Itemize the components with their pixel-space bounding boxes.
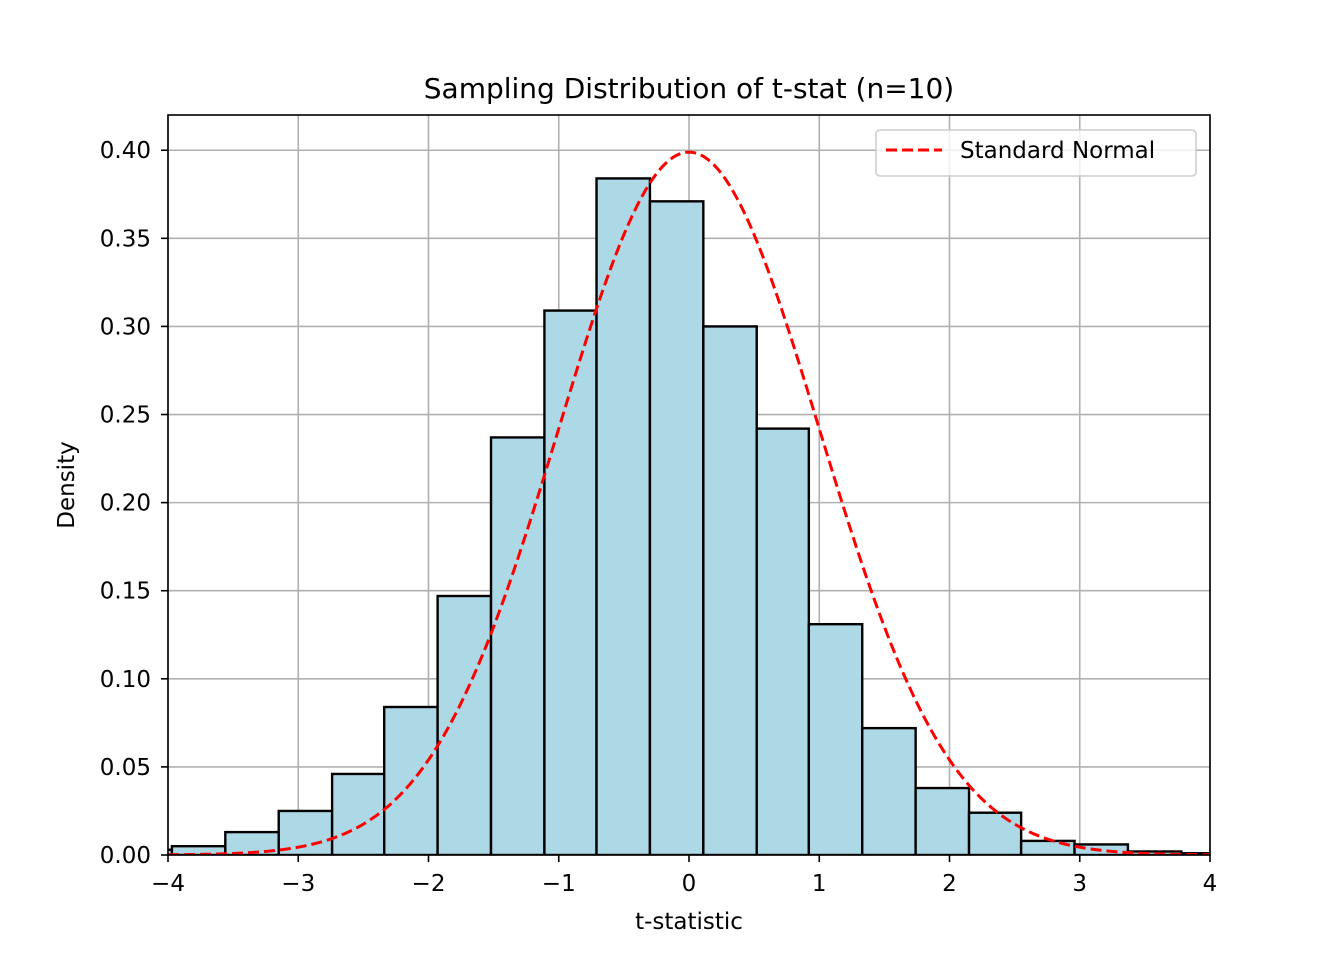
x-tick-label: 2 — [942, 871, 957, 897]
histogram-bar — [914, 786, 971, 855]
legend-label-standard-normal: Standard Normal — [960, 138, 1155, 164]
histogram-bar — [755, 427, 811, 855]
y-tick-label: 0.30 — [100, 314, 151, 340]
histogram-bar — [967, 811, 1023, 855]
legend-box — [875, 129, 1197, 177]
y-tick-label: 0.15 — [100, 579, 151, 605]
y-tick-label: 0.35 — [100, 226, 151, 252]
x-tick-label: −3 — [281, 871, 315, 897]
x-tick-label: −1 — [542, 871, 576, 897]
histogram-bar — [861, 726, 917, 855]
histogram-bar — [648, 200, 705, 855]
histogram-bar — [702, 325, 758, 855]
histogram-bar — [595, 177, 652, 855]
y-tick-label: 0.25 — [100, 403, 151, 429]
x-tick-label: 4 — [1203, 871, 1218, 897]
x-tick-label: −4 — [151, 871, 185, 897]
axis-ticks: −4 −3 −2 −1 0 1 2 3 4 0.00 0.05 0.10 0.15 0.20 0.25 0.3… — [100, 138, 1218, 897]
histogram-bars — [168, 177, 1210, 855]
x-tick-label: 0 — [682, 871, 697, 897]
standard-normal-curve — [168, 150, 1210, 855]
y-tick-label: 0.10 — [100, 667, 151, 693]
y-axis-label: Density — [54, 441, 80, 528]
y-tick-label: 0.05 — [100, 755, 151, 781]
x-tick-label: 3 — [1072, 871, 1087, 897]
y-tick-label: 0.40 — [100, 138, 151, 164]
normal-curve-layer — [168, 150, 1210, 855]
x-tick-label: −2 — [412, 871, 446, 897]
x-axis-label: t-statistic — [635, 909, 743, 935]
chart-legend: Standard Normal — [875, 129, 1197, 177]
y-tick-label: 0.00 — [100, 843, 151, 869]
x-tick-label: 1 — [812, 871, 827, 897]
histogram-bar — [436, 594, 493, 855]
histogram-bar — [489, 436, 546, 855]
y-tick-label: 0.20 — [100, 491, 151, 517]
chart-title: Sampling Distribution of t-stat (n=10) — [424, 72, 954, 105]
histogram-bar — [543, 309, 598, 855]
histogram-bar — [807, 622, 864, 855]
